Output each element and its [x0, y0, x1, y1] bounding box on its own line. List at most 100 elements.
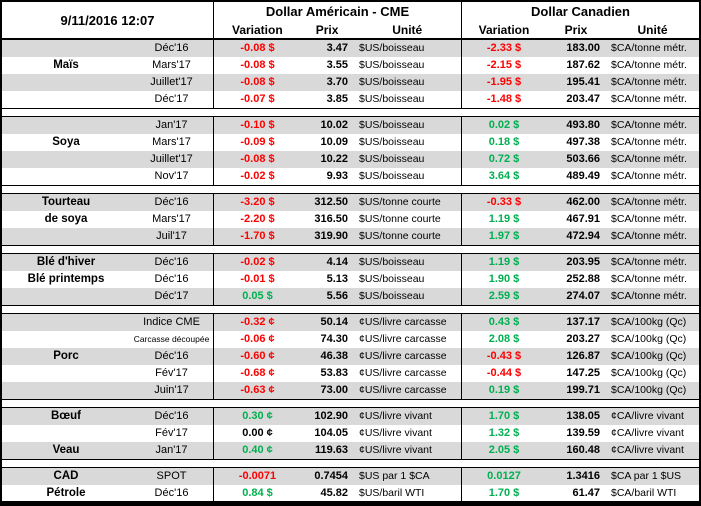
us-price-cell: 10.22 — [320, 153, 348, 165]
us-unit-cell: ¢US/livre carcasse — [354, 365, 462, 382]
ca-unit-cell: $CA/tonne métr. — [611, 230, 687, 242]
contract-month-cell: Juil'17 — [130, 228, 214, 245]
ca-unit-cell: $CA/100kg (Qc) — [611, 316, 687, 328]
us-price-cell: 3.70 — [326, 76, 348, 88]
us-variation-cell: -0.60 ¢ — [240, 350, 275, 362]
ca-variation-cell: 1.19 $ — [488, 213, 520, 225]
report-timestamp: 9/11/2016 12:07 — [2, 2, 214, 38]
contract-month-cell: Fév'17 — [130, 365, 214, 382]
ca-unit-cell: $CA/100kg (Qc) — [611, 384, 687, 396]
us-column-headers: Variation Prix Unité — [214, 21, 461, 39]
contract-month-cell: Mars'17 — [130, 57, 214, 74]
commodity-name-cell — [2, 228, 130, 245]
ca-variation-cell: 2.59 $ — [488, 290, 520, 302]
ca-column-headers: Variation Prix Unité — [462, 21, 699, 39]
us-variation-cell: 0.00 ¢ — [242, 427, 273, 439]
us-unit-cell: $US/boisseau — [354, 91, 462, 108]
ca-unit-cell: ¢CA/livre vivant — [611, 444, 684, 456]
us-variation-cell: -0.02 $ — [240, 256, 275, 268]
ca-unit-cell: $CA/tonne métr. — [611, 93, 687, 105]
us-price-cell: 119.63 — [314, 444, 348, 456]
commodity-name-cell — [2, 425, 130, 442]
ca-price-cell: 139.59 — [566, 427, 600, 439]
us-price-column-header: Prix — [315, 23, 339, 37]
contract-month-cell: Déc'16 — [130, 348, 214, 365]
us-variation-cell: -0.68 ¢ — [240, 367, 275, 379]
us-variation-cell: -0.08 $ — [240, 42, 275, 54]
contract-month-cell: Déc'17 — [130, 288, 214, 305]
us-price-cell: 10.09 — [320, 136, 348, 148]
table-row: Nov'17 -0.02 $ 9.93 $US/boisseau 3.64 $ 489.4… — [2, 168, 699, 185]
us-price-cell: 46.38 — [320, 350, 348, 362]
table-row: Pétrole Déc'16 0.84 $ 45.82 $US/baril WTI 1.7… — [2, 485, 699, 502]
ca-unit-cell: ¢CA/livre vivant — [611, 427, 684, 439]
commodity-name-cell: Soya — [52, 136, 80, 148]
ca-variation-cell: 1.70 $ — [488, 487, 520, 499]
commodity-name-cell — [2, 331, 130, 348]
us-unit-cell: $US par 1 $CA — [354, 468, 462, 485]
ca-price-cell: 203.47 — [566, 93, 600, 105]
ca-unit-cell: $CA/tonne métr. — [611, 119, 687, 131]
ca-variation-column-header: Variation — [478, 23, 530, 37]
table-row: Jan'17 -0.10 $ 10.02 $US/boisseau 0.02 $ 493.… — [2, 117, 699, 134]
table-row: Juillet'17 -0.08 $ 10.22 $US/boisseau 0.72 $… — [2, 151, 699, 168]
commodity-name-cell — [2, 382, 130, 399]
us-price-cell: 50.14 — [320, 316, 348, 328]
commodity-name-cell: Bœuf — [50, 410, 81, 422]
table-header: 9/11/2016 12:07 Dollar Américain - CME V… — [2, 2, 699, 40]
ca-dollar-section-header: Dollar Canadien Variation Prix Unité — [462, 2, 699, 38]
ca-price-cell: 199.71 — [566, 384, 600, 396]
us-unit-cell: $US/boisseau — [354, 288, 462, 305]
contract-month-cell: Jan'17 — [130, 117, 214, 134]
table-row: Juil'17 -1.70 $ 319.90 $US/tonne courte 1.97… — [2, 228, 699, 245]
us-unit-cell: ¢US/livre vivant — [354, 442, 462, 459]
ca-variation-cell: 0.19 $ — [488, 384, 520, 396]
us-section-title: Dollar Américain - CME — [265, 4, 410, 19]
ca-price-cell: 126.87 — [566, 350, 600, 362]
ca-price-cell: 497.38 — [566, 136, 600, 148]
us-unit-cell: ¢US/livre carcasse — [354, 314, 462, 331]
commodity-name-cell — [2, 117, 130, 134]
ca-unit-cell: $CA/tonne métr. — [611, 196, 687, 208]
us-price-cell: 319.90 — [314, 230, 348, 242]
table-row: Porc Déc'16 -0.60 ¢ 46.38 ¢US/livre carcasse… — [2, 348, 699, 365]
ca-price-cell: 203.95 — [566, 256, 600, 268]
us-unit-cell: ¢US/livre carcasse — [354, 348, 462, 365]
ca-variation-cell: -2.33 $ — [486, 42, 522, 54]
ca-variation-cell: -2.15 $ — [486, 59, 522, 71]
table-row: Veau Jan'17 0.40 ¢ 119.63 ¢US/livre vivant 2.… — [2, 442, 699, 459]
table-row: Déc'17 -0.07 $ 3.85 $US/boisseau -1.48 $ 203.… — [2, 91, 699, 108]
us-unit-cell: ¢US/livre carcasse — [354, 382, 462, 399]
us-variation-cell: -0.01 $ — [240, 273, 275, 285]
us-unit-cell: $US/boisseau — [354, 117, 462, 134]
ca-price-cell: 137.17 — [566, 316, 600, 328]
contract-month-cell: Jan'17 — [130, 442, 214, 459]
commodity-name-cell: Blé d'hiver — [36, 256, 96, 268]
ca-unit-cell: $CA par 1 $US — [611, 470, 682, 482]
commodity-name-cell: Tourteau — [41, 196, 91, 208]
table-row: Blé printemps Déc'16 -0.01 $ 5.13 $US/boisse… — [2, 271, 699, 288]
ca-unit-cell: $CA/tonne métr. — [611, 273, 687, 285]
us-price-cell: 5.56 — [326, 290, 348, 302]
us-variation-cell: -0.08 $ — [240, 59, 275, 71]
commodity-name-cell: Veau — [52, 444, 80, 456]
commodity-name-cell: Porc — [53, 350, 79, 362]
us-variation-cell: 0.30 ¢ — [242, 410, 273, 422]
ca-price-cell: 252.88 — [566, 273, 600, 285]
ca-price-cell: 503.66 — [566, 153, 600, 165]
ca-variation-cell: 3.64 $ — [488, 170, 520, 182]
us-price-cell: 45.82 — [320, 487, 348, 499]
ca-unit-cell: $CA/tonne métr. — [611, 136, 687, 148]
ca-unit-cell: $CA/tonne métr. — [611, 153, 687, 165]
ca-price-cell: 195.41 — [566, 76, 600, 88]
ca-unit-cell: $CA/tonne métr. — [611, 213, 687, 225]
us-unit-cell: $US/boisseau — [354, 168, 462, 185]
table-row: de soya Mars'17 -2.20 $ 316.50 $US/tonne cou… — [2, 211, 699, 228]
table-row: Bœuf Déc'16 0.30 ¢ 102.90 ¢US/livre vivant 1.… — [2, 408, 699, 425]
us-unit-cell: $US/boisseau — [354, 74, 462, 91]
ca-price-cell: 138.05 — [566, 410, 600, 422]
us-price-cell: 312.50 — [314, 196, 348, 208]
ca-price-cell: 1.3416 — [566, 470, 600, 482]
ca-variation-cell: 1.19 $ — [488, 256, 520, 268]
commodity-name-cell: Blé printemps — [27, 273, 105, 285]
